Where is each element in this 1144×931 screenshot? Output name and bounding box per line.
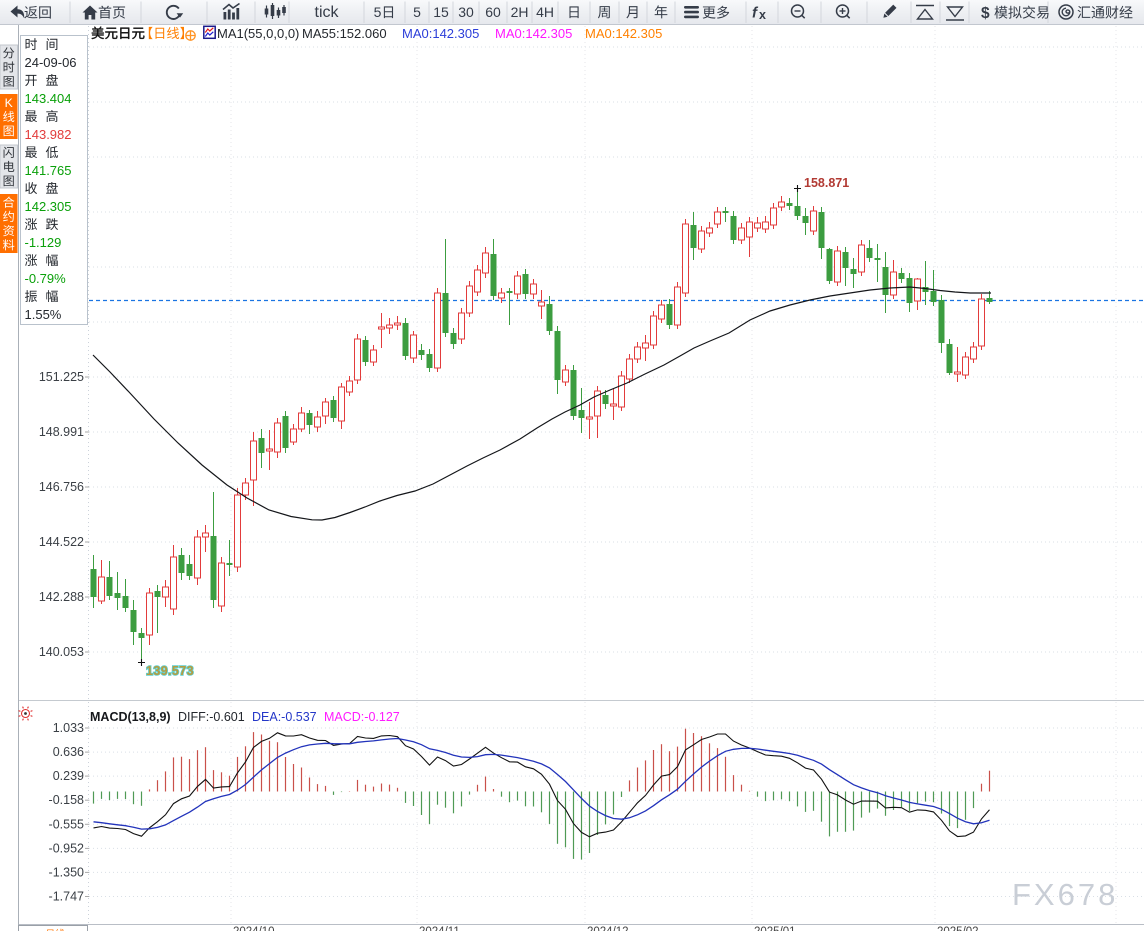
svg-text:MA55:152.060: MA55:152.060 — [302, 26, 387, 41]
svg-text:MA0:142.305: MA0:142.305 — [585, 26, 662, 41]
svg-text:4H: 4H — [536, 4, 554, 20]
svg-text:MACD:-0.127: MACD:-0.127 — [324, 710, 400, 724]
svg-text:MA1(55,0,0,0): MA1(55,0,0,0) — [217, 26, 299, 41]
svg-text:5: 5 — [413, 4, 421, 20]
svg-text:MA0:142.305: MA0:142.305 — [402, 26, 479, 41]
svg-text:2024/10: 2024/10 — [233, 926, 275, 931]
svg-text:143.982: 143.982 — [25, 127, 72, 142]
svg-text:-0.555: -0.555 — [49, 817, 84, 831]
svg-text:-1.129: -1.129 — [25, 235, 62, 250]
svg-text:30: 30 — [458, 4, 474, 20]
svg-text:1.55%: 1.55% — [25, 307, 62, 322]
svg-text:0.636: 0.636 — [53, 745, 84, 759]
svg-text:f: f — [752, 5, 759, 22]
svg-text:15: 15 — [433, 4, 449, 20]
svg-text:MA0:142.305: MA0:142.305 — [495, 26, 572, 41]
svg-text:-0.952: -0.952 — [49, 841, 84, 855]
svg-text:148.991: 148.991 — [39, 425, 84, 439]
svg-text:142.305: 142.305 — [25, 199, 72, 214]
svg-text:142.288: 142.288 — [39, 590, 84, 604]
svg-text:DIFF:-0.601: DIFF:-0.601 — [178, 710, 245, 724]
svg-text:2025/02: 2025/02 — [937, 926, 979, 931]
svg-text:-0.158: -0.158 — [49, 793, 84, 807]
svg-text:0.239: 0.239 — [53, 769, 84, 783]
svg-text:K: K — [5, 96, 13, 110]
svg-text:146.756: 146.756 — [39, 480, 84, 494]
svg-text:143.404: 143.404 — [25, 91, 72, 106]
svg-text:144.522: 144.522 — [39, 535, 84, 549]
svg-text:2025/01: 2025/01 — [754, 926, 796, 931]
svg-text:24-09-06: 24-09-06 — [25, 55, 77, 70]
svg-text:141.765: 141.765 — [25, 163, 72, 178]
svg-text:DEA:-0.537: DEA:-0.537 — [252, 710, 317, 724]
svg-text:MACD(13,8,9): MACD(13,8,9) — [90, 710, 171, 724]
svg-text:tick: tick — [315, 4, 340, 21]
svg-text:$: $ — [981, 5, 990, 22]
svg-text:151.225: 151.225 — [39, 370, 84, 384]
svg-text:1.033: 1.033 — [53, 721, 84, 735]
svg-text:140.053: 140.053 — [39, 645, 84, 659]
svg-text:-0.79%: -0.79% — [25, 271, 67, 286]
svg-text:x: x — [759, 8, 766, 22]
svg-text:60: 60 — [485, 4, 501, 20]
svg-text:158.871: 158.871 — [804, 176, 849, 190]
svg-text:-1.747: -1.747 — [49, 890, 84, 904]
svg-text:2024/11: 2024/11 — [419, 926, 460, 931]
svg-text:5: 5 — [374, 4, 382, 20]
svg-text:2H: 2H — [511, 4, 529, 20]
svg-text:-1.350: -1.350 — [49, 865, 84, 879]
svg-text:2024/12: 2024/12 — [587, 926, 629, 931]
svg-text:139.573: 139.573 — [146, 664, 194, 678]
svg-text:FX678: FX678 — [1012, 877, 1118, 912]
